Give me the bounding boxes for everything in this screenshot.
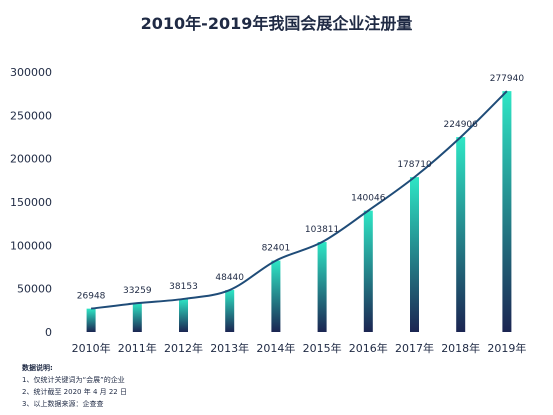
data-label: 178710: [397, 160, 432, 170]
y-tick-label: 300000: [10, 66, 52, 79]
data-label: 140046: [351, 194, 386, 204]
x-tick-label: 2018年: [441, 341, 480, 355]
data-label: 33259: [123, 286, 152, 296]
data-notes: 数据说明: 1、仅统计关键词为“会展”的企业 2、统计截至 2020 年 4 月…: [22, 362, 127, 410]
data-labels: 26948 33259 38153 48440 82401 103811 140046 178…: [77, 74, 525, 302]
bar: [502, 91, 512, 332]
bars: [86, 91, 512, 332]
bar: [456, 137, 466, 332]
x-tick-label: 2017年: [395, 341, 434, 355]
bar: [410, 177, 419, 332]
y-tick-label: 200000: [10, 153, 52, 166]
data-label: 224906: [444, 120, 479, 130]
x-tick-label: 2014年: [256, 341, 295, 355]
notes-item: 2、统计截至 2020 年 4 月 22 日: [22, 388, 127, 396]
y-tick-label: 250000: [10, 109, 52, 122]
y-axis-ticks: 0 50000 100000 150000 200000 250000 300000: [10, 66, 52, 339]
y-tick-label: 100000: [10, 239, 52, 252]
y-tick-label: 150000: [10, 196, 52, 209]
data-label: 26948: [77, 292, 106, 302]
bar: [132, 303, 142, 332]
x-tick-label: 2011年: [118, 341, 157, 355]
x-tick-label: 2012年: [164, 341, 203, 355]
notes-title: 数据说明:: [22, 364, 53, 372]
data-label: 38153: [169, 282, 198, 292]
bar: [271, 260, 281, 332]
x-axis-ticks: 2010年 2011年 2012年 2013年 2014年 2015年 2016年 2017年…: [72, 341, 527, 355]
data-label: 48440: [215, 273, 244, 283]
bar: [363, 210, 373, 332]
x-tick-label: 2015年: [303, 341, 342, 355]
data-label: 82401: [262, 244, 291, 254]
bar: [86, 308, 96, 332]
x-tick-label: 2016年: [349, 341, 388, 355]
x-tick-label: 2019年: [487, 341, 526, 355]
bar: [225, 290, 235, 332]
bar: [179, 298, 188, 332]
notes-item: 3、以上数据来源：企查查: [22, 400, 104, 408]
data-label: 277940: [490, 74, 525, 84]
y-tick-label: 0: [45, 326, 52, 339]
chart-title: 2010年-2019年我国会展企业注册量: [140, 14, 413, 33]
x-tick-label: 2010年: [72, 341, 111, 355]
x-tick-label: 2013年: [210, 341, 249, 355]
notes-item: 1、仅统计关键词为“会展”的企业: [22, 376, 125, 384]
bar: [317, 242, 327, 332]
trend-line: [90, 90, 508, 310]
data-label: 103811: [305, 225, 339, 235]
y-tick-label: 50000: [17, 283, 52, 296]
